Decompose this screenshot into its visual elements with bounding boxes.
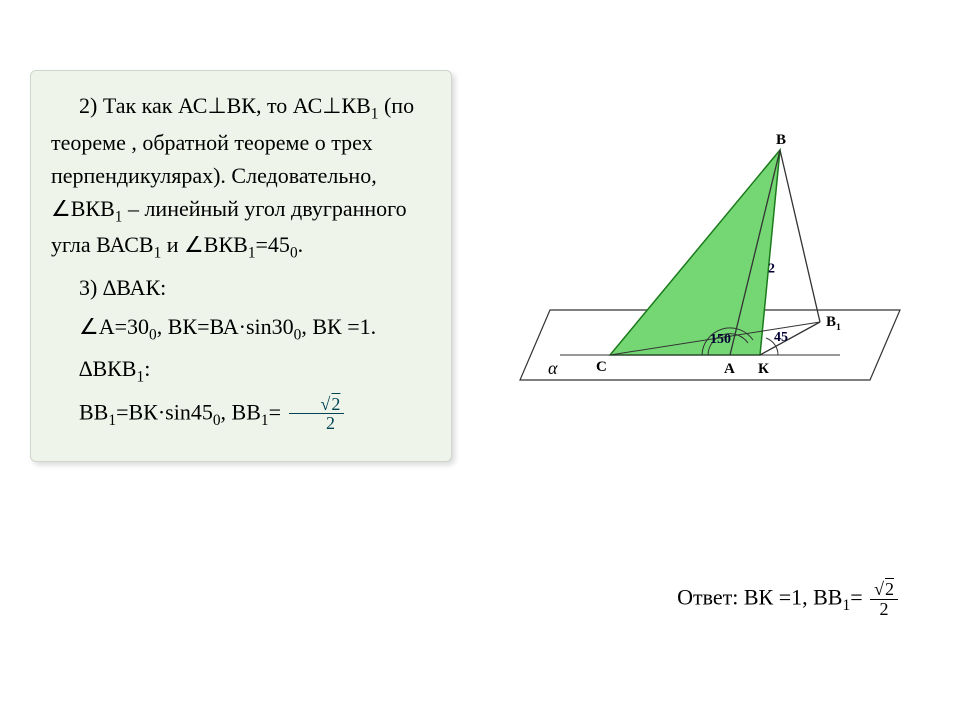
t3a: ∠А=30 bbox=[79, 314, 149, 339]
ans-eq: = bbox=[850, 584, 868, 609]
seg-bb1 bbox=[780, 150, 820, 322]
answer-line: Ответ: ВК =1, ВВ1= √2 2 bbox=[677, 580, 900, 619]
para-3: ∠А=300, ВК=ВА·sin300, ВК =1. bbox=[51, 310, 431, 347]
label-150: 150 bbox=[710, 332, 731, 347]
label-2: 2 bbox=[768, 262, 775, 277]
label-b: В bbox=[776, 132, 786, 148]
t2: 3) ∆ВАК: bbox=[79, 275, 166, 300]
sub10: 0 bbox=[213, 411, 221, 428]
answer-fraction: √2 2 bbox=[870, 580, 898, 619]
para-2: 3) ∆ВАК: bbox=[51, 271, 431, 304]
ans-frac-num: √2 bbox=[870, 580, 898, 600]
label-45: 45 bbox=[774, 330, 788, 345]
label-c: С bbox=[596, 359, 607, 375]
label-b1: В1 bbox=[826, 314, 841, 333]
para-4: ∆ВКВ1: bbox=[51, 352, 431, 389]
sub11: 1 bbox=[261, 411, 269, 428]
t4b: : bbox=[144, 356, 150, 381]
t1a: 2) Так как АС⊥ВК, то АС⊥КВ bbox=[79, 93, 371, 118]
t5b: =ВК·sin45 bbox=[116, 399, 213, 424]
label-alpha: α bbox=[548, 358, 558, 378]
sub9: 1 bbox=[108, 411, 116, 428]
solution-textbox: 2) Так как АС⊥ВК, то АС⊥КВ1 (по теореме … bbox=[30, 70, 452, 462]
sub5: 0 bbox=[290, 244, 298, 261]
sub4: 1 bbox=[248, 244, 256, 261]
t1d: и ∠ВКВ bbox=[161, 232, 248, 257]
frac-num: √2 bbox=[289, 395, 345, 415]
sub6: 0 bbox=[149, 326, 157, 343]
para-1: 2) Так как АС⊥ВК, то АС⊥КВ1 (по теореме … bbox=[51, 89, 431, 265]
t5d: = bbox=[269, 399, 281, 424]
label-k: К bbox=[758, 361, 769, 377]
label-a: А bbox=[724, 361, 735, 377]
ans-prefix: Ответ: ВК =1, ВВ bbox=[677, 584, 842, 609]
ans-frac-den: 2 bbox=[870, 600, 898, 619]
fraction-sqrt2-2: √2 2 bbox=[289, 395, 345, 434]
t5a: ВВ bbox=[79, 399, 108, 424]
t1e: =45 bbox=[256, 232, 290, 257]
geometry-diagram: В С А К В1 2 150 45 α bbox=[480, 130, 910, 420]
t4: ∆ВКВ bbox=[79, 356, 136, 381]
t3c: , ВК =1. bbox=[301, 314, 376, 339]
para-5: ВВ1=ВК·sin450, ВВ1= √2 2 bbox=[51, 395, 431, 434]
t1f: . bbox=[298, 232, 304, 257]
frac-den: 2 bbox=[289, 414, 345, 433]
t5c: , ВВ bbox=[221, 399, 261, 424]
t3b: , ВК=ВА·sin30 bbox=[157, 314, 294, 339]
